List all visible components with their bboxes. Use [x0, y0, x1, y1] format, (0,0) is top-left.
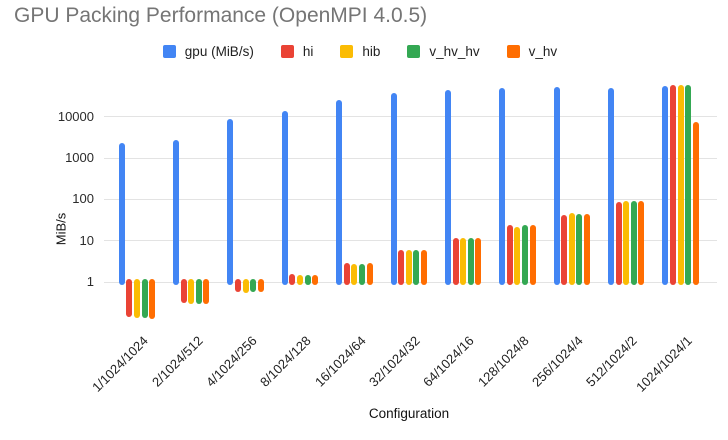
x-tick-label-32-1024-32: 32/1024/32: [366, 333, 423, 390]
legend-item-hib: hib: [340, 44, 380, 59]
chart-title: GPU Packing Performance (OpenMPI 4.0.5): [14, 4, 428, 27]
y-tick-label-1: 1: [86, 274, 94, 289]
x-tick-label-16-1024-64: 16/1024/64: [311, 333, 369, 390]
bar-v-hv-1/1024/1024: [149, 279, 156, 320]
bar-hi-1/1024/1024: [126, 279, 133, 317]
bar-gpu-mib-s--16/1024/64: [336, 100, 343, 285]
legend-swatch-icon: [407, 45, 421, 58]
bar-hib-128/1024/8: [514, 226, 521, 285]
bar-v-hv-hv-128/1024/8: [522, 225, 529, 285]
chart-legend: gpu (MiB/s) hi hib v_hv_hv v_hv: [0, 44, 720, 59]
bar-hi-8/1024/128: [289, 274, 296, 285]
bar-hi-32/1024/32: [398, 250, 405, 285]
bar-v-hv-hv-1/1024/1024: [141, 279, 148, 318]
bar-hib-8/1024/128: [297, 274, 303, 285]
bar-v-hv-hv-8/1024/128: [304, 274, 311, 285]
legend-item-v-hv: v_hv: [506, 44, 558, 59]
legend-label: v_hv_hv: [429, 44, 480, 59]
legend-label: hi: [302, 44, 314, 59]
bar-gpu-mib-s--64/1024/16: [444, 89, 451, 285]
y-tick-label-10000: 10000: [57, 108, 94, 124]
x-tick-label-256-1024-4: 256/1024/4: [529, 333, 586, 390]
bar-v-hv-16/1024/64: [366, 263, 373, 285]
bar-v-hv-hv-4/1024/256: [250, 279, 257, 293]
bar-gpu-mib-s--2/1024/512: [173, 140, 180, 285]
legend-swatch-icon: [340, 45, 354, 58]
bar-hib-512/1024/2: [623, 200, 630, 285]
bar-v-hv-512/1024/2: [638, 201, 645, 285]
bar-v-hv-hv-1024/1024/1: [685, 84, 692, 285]
bar-gpu-mib-s--128/1024/8: [499, 88, 506, 285]
bar-hi-512/1024/2: [615, 201, 622, 285]
gridline-100: [104, 198, 717, 200]
bar-gpu-mib-s--1024/1024/1: [662, 86, 669, 285]
bar-hib-256/1024/4: [568, 213, 575, 285]
x-tick-label-1-1024-1024: 1/1024/1024: [89, 333, 151, 395]
bar-hib-1/1024/1024: [133, 279, 140, 318]
legend-label: gpu (MiB/s): [184, 44, 254, 59]
bar-gpu-mib-s--256/1024/4: [553, 87, 560, 285]
x-tick-label-128-1024-8: 128/1024/8: [474, 333, 532, 390]
bar-v-hv-hv-512/1024/2: [630, 201, 637, 285]
gridline-10000: [104, 116, 717, 118]
bar-hi-16/1024/64: [343, 262, 350, 285]
bar-v-hv-128/1024/8: [529, 224, 536, 285]
bar-v-hv-1024/1024/1: [692, 122, 699, 285]
gridline-1000: [104, 157, 717, 159]
bar-gpu-mib-s--512/1024/2: [608, 88, 615, 285]
bar-v-hv-8/1024/128: [312, 274, 319, 285]
bar-v-hv-256/1024/4: [584, 213, 591, 285]
bar-hi-64/1024/16: [452, 237, 459, 285]
bar-hi-128/1024/8: [506, 225, 513, 285]
x-tick-label-2-1024-512: 2/1024/512: [148, 333, 206, 390]
legend-label: v_hv: [528, 44, 558, 59]
bar-v-hv-4/1024/256: [257, 279, 264, 292]
bar-hib-2/1024/512: [188, 279, 195, 304]
legend-item-gpu-mib-s-: gpu (MiB/s): [162, 44, 254, 59]
bar-hi-2/1024/512: [180, 279, 187, 304]
y-tick-label-100: 100: [72, 191, 94, 207]
bar-gpu-mib-s--1/1024/1024: [118, 142, 125, 285]
x-tick-label-64-1024-16: 64/1024/16: [420, 333, 478, 390]
bar-hib-4/1024/256: [242, 279, 249, 293]
bar-v-hv-hv-64/1024/16: [467, 237, 474, 285]
legend-item-hi: hi: [280, 44, 314, 59]
y-tick-label-1000: 1000: [65, 150, 94, 166]
bar-v-hv-hv-16/1024/64: [358, 264, 365, 285]
bar-v-hv-hv-32/1024/32: [413, 250, 420, 285]
gridline-10: [104, 240, 717, 242]
bar-gpu-mib-s--4/1024/256: [227, 118, 234, 285]
bar-v-hv-64/1024/16: [475, 238, 482, 285]
bar-hi-256/1024/4: [561, 214, 568, 285]
bar-v-hv-hv-2/1024/512: [195, 279, 202, 305]
bar-hi-1024/1024/1: [670, 84, 676, 285]
legend-swatch-icon: [280, 45, 294, 58]
x-tick-label-4-1024-256: 4/1024/256: [202, 333, 260, 390]
bar-hi-4/1024/256: [235, 279, 242, 292]
x-tick-label-512-1024-2: 512/1024/2: [583, 333, 641, 390]
legend-label: hib: [362, 44, 381, 59]
bar-v-hv-32/1024/32: [420, 250, 427, 285]
legend-swatch-icon: [162, 45, 176, 58]
bar-hib-32/1024/32: [405, 250, 412, 285]
bar-gpu-mib-s--8/1024/128: [281, 110, 288, 285]
bar-hib-64/1024/16: [460, 238, 467, 285]
bar-gpu-mib-s--32/1024/32: [390, 92, 397, 285]
bar-hib-1024/1024/1: [677, 85, 684, 285]
x-axis-title: Configuration: [368, 406, 450, 421]
y-tick-label-10: 10: [79, 232, 94, 248]
legend-swatch-icon: [506, 45, 520, 58]
x-tick-label-8-1024-128: 8/1024/128: [257, 333, 314, 390]
x-tick-label-1024-1024-1: 1024/1024/1: [632, 333, 695, 395]
legend-item-v-hv-hv: v_hv_hv: [407, 44, 480, 59]
bar-hib-16/1024/64: [351, 264, 358, 285]
bar-v-hv-hv-256/1024/4: [576, 213, 583, 285]
bar-v-hv-2/1024/512: [203, 279, 210, 304]
